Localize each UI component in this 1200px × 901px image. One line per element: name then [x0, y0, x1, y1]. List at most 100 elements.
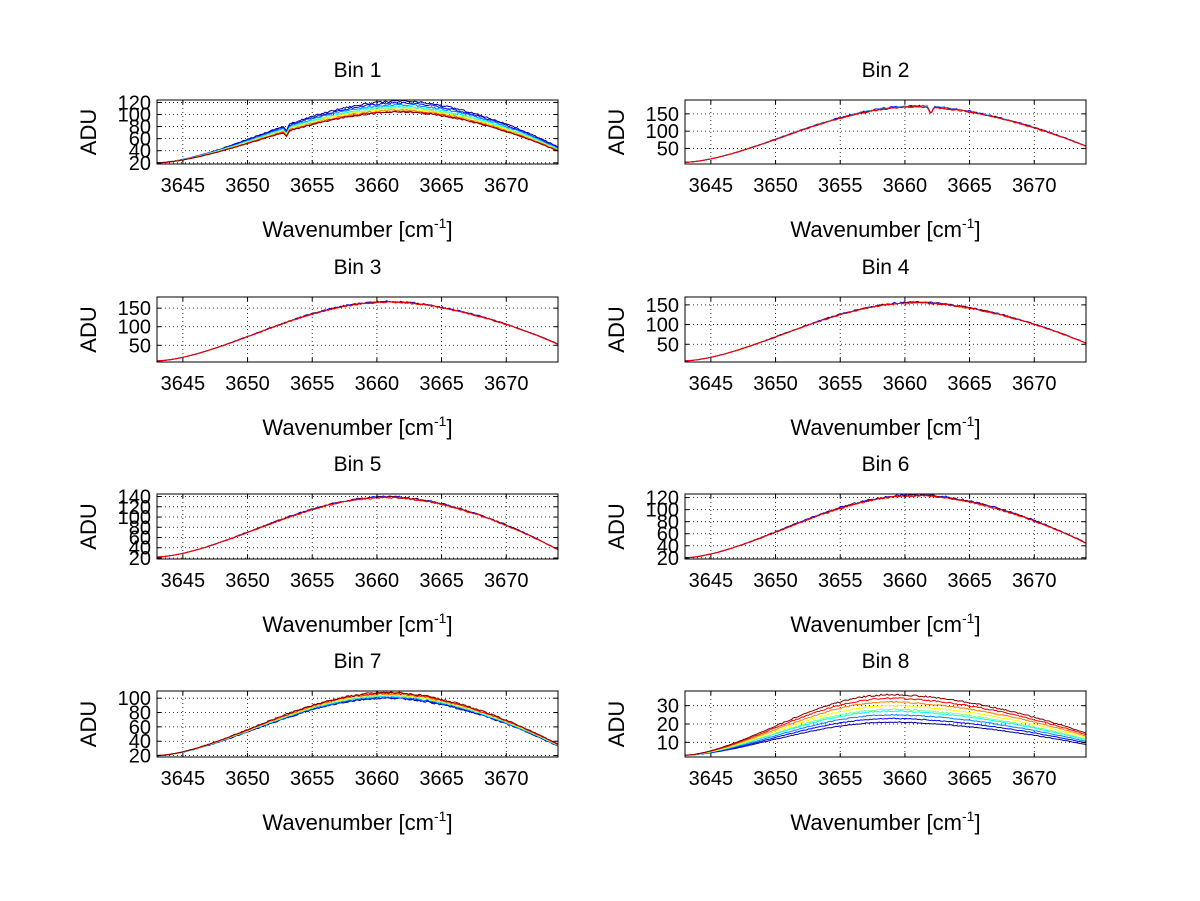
x-tick-label: 3650 — [225, 570, 270, 592]
x-axis-label-main: Wavenumber [cm — [262, 612, 434, 637]
series-line-s3 — [156, 496, 559, 558]
series-line-s8 — [156, 691, 559, 757]
x-axis-label-main: Wavenumber [cm — [262, 217, 434, 242]
series-line-s4 — [684, 105, 1087, 163]
x-axis-label-sup: -1 — [962, 413, 975, 429]
x-axis-label-main: Wavenumber [cm — [790, 415, 962, 440]
x-axis-label: Wavenumber [cm-1] — [262, 808, 452, 835]
y-tick-label: 80 — [129, 703, 151, 725]
x-tick-label: 3645 — [161, 768, 206, 790]
y-tick-label: 120 — [118, 92, 151, 114]
x-axis-label-end: ] — [974, 415, 980, 440]
y-tick-label: 60 — [129, 717, 151, 739]
x-tick-label: 3670 — [484, 768, 529, 790]
x-tick-label: 3645 — [161, 373, 206, 395]
series-line-s3 — [684, 713, 1087, 756]
x-tick-label: 3655 — [290, 570, 335, 592]
y-tick-label: 80 — [129, 517, 151, 539]
axes-frame — [684, 99, 1087, 165]
axes-frame — [684, 493, 1087, 560]
y-tick-label: 100 — [646, 121, 679, 143]
y-axis-label: ADU — [604, 306, 629, 352]
y-tick-label: 20 — [657, 548, 679, 570]
x-tick-label: 3655 — [818, 768, 863, 790]
y-tick-label: 50 — [129, 335, 151, 357]
series-line-s2 — [156, 101, 559, 164]
series-line-s7 — [156, 692, 559, 757]
x-axis-label-sup: -1 — [962, 808, 975, 824]
x-tick-label: 3660 — [355, 570, 400, 592]
x-axis-label-end: ] — [974, 217, 980, 242]
y-tick-label: 30 — [657, 696, 679, 718]
axes-frame — [156, 99, 559, 165]
y-tick-label: 60 — [129, 528, 151, 550]
axes-frame — [156, 690, 559, 758]
x-tick-label: 3645 — [161, 175, 206, 197]
x-axis-label-sup: -1 — [434, 610, 447, 626]
x-tick-label: 3655 — [290, 768, 335, 790]
x-tick-label: 3670 — [484, 175, 529, 197]
series-line-s6 — [684, 704, 1087, 756]
series-line-s2 — [156, 696, 559, 757]
x-tick-label: 3665 — [947, 175, 992, 197]
x-tick-label: 3650 — [225, 175, 270, 197]
x-tick-label: 3655 — [290, 373, 335, 395]
x-tick-label: 3665 — [419, 175, 464, 197]
y-tick-label: 120 — [646, 488, 679, 510]
x-tick-label: 3670 — [1012, 373, 1057, 395]
series-line-s5 — [684, 708, 1087, 756]
subplot-title: Bin 1 — [334, 59, 382, 82]
y-tick-label: 100 — [118, 688, 151, 710]
y-axis-label: ADU — [76, 109, 101, 155]
x-axis-label-sup: -1 — [434, 215, 447, 231]
y-tick-label: 80 — [657, 512, 679, 534]
series-line-s3 — [684, 301, 1087, 362]
subplot-title: Bin 7 — [334, 650, 382, 673]
series-line-s1 — [684, 493, 1087, 559]
x-tick-label: 3655 — [290, 175, 335, 197]
x-axis-label-end: ] — [446, 612, 452, 637]
x-tick-label: 3645 — [161, 570, 206, 592]
series-line-s6 — [156, 108, 559, 164]
series-line-s7 — [156, 109, 559, 164]
x-tick-label: 3660 — [883, 768, 928, 790]
y-tick-label: 40 — [129, 538, 151, 560]
x-axis-label-sup: -1 — [434, 808, 447, 824]
axes-frame — [684, 296, 1087, 363]
series-line-s1 — [684, 300, 1087, 362]
axes-frame — [156, 493, 559, 560]
y-tick-label: 20 — [657, 714, 679, 736]
x-axis-label-end: ] — [446, 217, 452, 242]
series-line-s9 — [684, 693, 1087, 756]
x-tick-label: 3655 — [818, 175, 863, 197]
y-axis-label: ADU — [604, 503, 629, 549]
y-tick-label: 80 — [129, 117, 151, 139]
x-tick-label: 3650 — [753, 768, 798, 790]
y-tick-label: 150 — [646, 295, 679, 317]
series-line-s7 — [684, 700, 1087, 756]
x-tick-label: 3655 — [818, 570, 863, 592]
series-line-s8 — [156, 110, 559, 164]
y-tick-label: 40 — [129, 731, 151, 753]
x-axis-label-sup: -1 — [434, 413, 447, 429]
y-tick-label: 150 — [118, 298, 151, 320]
series-line-s1 — [156, 300, 559, 362]
x-tick-label: 3670 — [484, 373, 529, 395]
x-tick-label: 3645 — [689, 768, 734, 790]
series-line-s4 — [156, 105, 559, 164]
series-line-s2 — [684, 717, 1087, 756]
x-tick-label: 3660 — [883, 570, 928, 592]
x-tick-label: 3645 — [689, 175, 734, 197]
series-line-s1 — [156, 100, 559, 164]
y-tick-label: 140 — [118, 487, 151, 509]
x-axis-label-end: ] — [974, 810, 980, 835]
series-line-s2 — [156, 300, 559, 362]
x-tick-label: 3650 — [753, 175, 798, 197]
subplot-title: Bin 6 — [862, 453, 910, 476]
x-axis-label: Wavenumber [cm-1] — [262, 413, 452, 440]
subplot-bin-5: 3645 3650 3655 3660 3665 3670 2040608010012014… — [76, 453, 559, 637]
